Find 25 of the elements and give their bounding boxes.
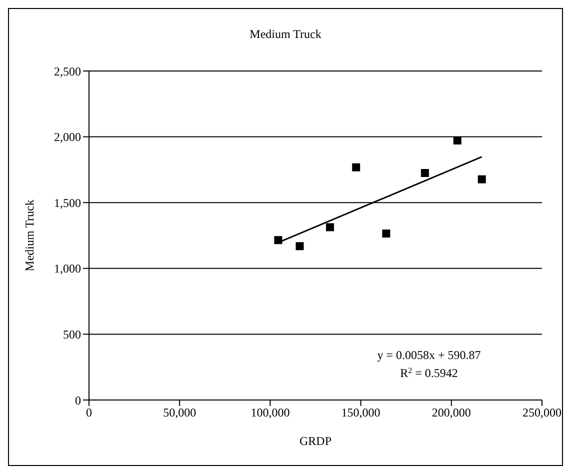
x-tick-label: 200,000 [432, 406, 471, 420]
x-tick-label: 50,000 [163, 406, 196, 420]
y-axis-title: Medium Truck [22, 200, 36, 272]
x-axis-title: GRDP [299, 434, 332, 448]
y-tick-label: 1,000 [54, 262, 81, 276]
point [274, 236, 282, 244]
x-tick-label: 100,000 [250, 406, 290, 420]
point [326, 223, 334, 232]
point [453, 136, 462, 144]
y-tick-label: 2,500 [54, 64, 81, 78]
y-tick-label: 2,000 [54, 130, 81, 144]
point [420, 168, 429, 177]
point [478, 175, 486, 184]
y-tick-label: 1,500 [54, 196, 81, 210]
point [296, 242, 304, 250]
point [382, 230, 390, 238]
y-tick-label: 0 [75, 393, 81, 408]
x-tick-label: 150,000 [341, 406, 380, 420]
x-tick-label: 250,000 [522, 406, 562, 420]
point [352, 163, 360, 172]
chart-title: Medium Truck [248, 27, 322, 42]
annotation: y = 0.0058x + 590.87 [377, 348, 481, 362]
annotation: R$^{2}$ = 0.5942 [400, 366, 458, 380]
x-tick-label: 0 [86, 406, 92, 420]
y-tick-label: 500 [63, 327, 81, 342]
